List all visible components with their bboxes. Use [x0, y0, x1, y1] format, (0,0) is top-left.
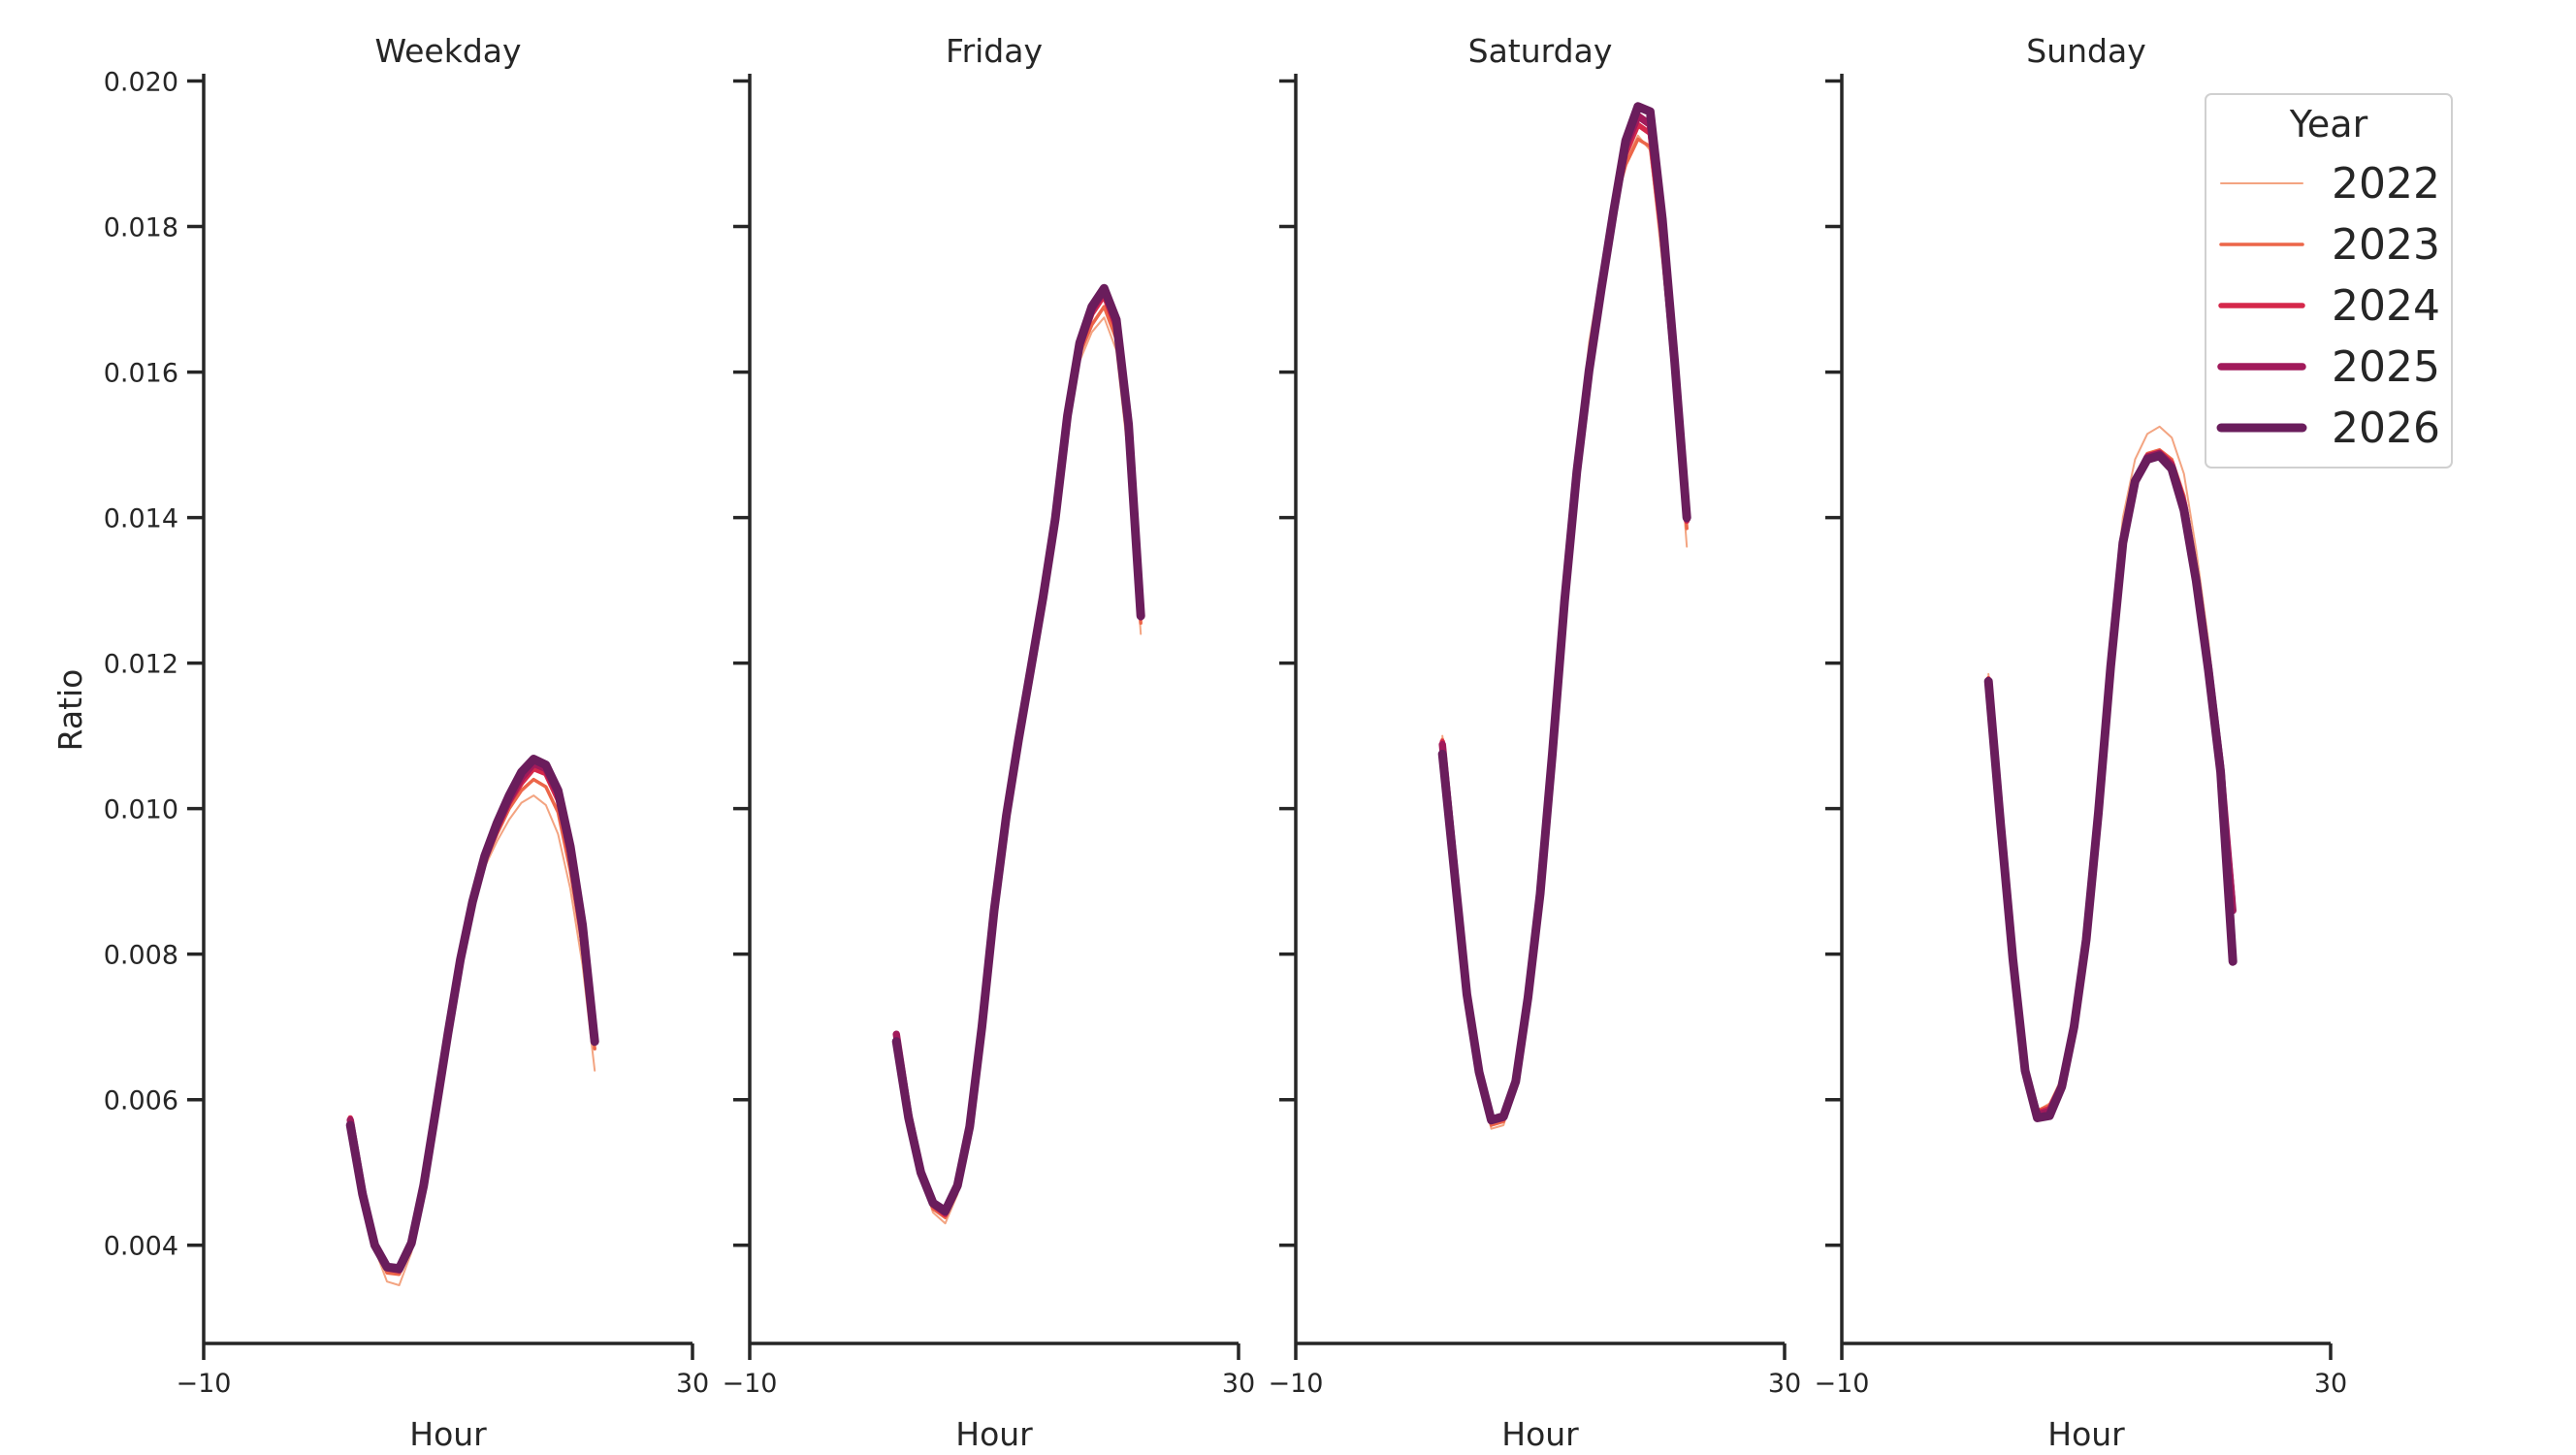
y-tick-label: 0.008: [104, 941, 178, 971]
series-line-weekday-2025: [346, 760, 598, 1274]
series-line-friday-2026: [891, 283, 1145, 1215]
x-tick-label: 30: [1222, 1369, 1255, 1399]
x-tick-label: 30: [2314, 1369, 2347, 1399]
series-line-friday-2022: [895, 316, 1143, 1225]
x-axis-title: Hour: [955, 1415, 1033, 1453]
y-tick-label: 0.006: [104, 1086, 178, 1116]
x-axis-title: Hour: [1501, 1415, 1579, 1453]
x-tick-label: −10: [1815, 1369, 1870, 1399]
legend-title: Year: [2289, 103, 2368, 146]
y-tick-label: 0.018: [104, 213, 178, 243]
legend: Year 2022 2023 2024 2025 2026: [2205, 93, 2453, 469]
series-line-sunday-2022: [1987, 425, 2235, 1112]
panel-title-friday: Friday: [946, 32, 1043, 70]
series-line-sunday-2026: [1983, 451, 2238, 1122]
y-axis-title: Ratio: [51, 669, 89, 752]
panels: Weekday 0.004 0.006 0.008 0.010 0.012 0.014 0.0…: [104, 32, 2347, 1453]
legend-label-2023: 2023: [2332, 220, 2440, 270]
x-tick-label: −10: [177, 1369, 232, 1399]
panel-title-sunday: Sunday: [2026, 32, 2145, 70]
series-line-weekday-2024: [347, 765, 597, 1274]
panel-saturday: Saturday −10 30 Hour: [1269, 32, 1802, 1453]
series-line-saturday-2026: [1437, 102, 1691, 1125]
panel-title-saturday: Saturday: [1468, 32, 1613, 70]
y-tick-label: 0.016: [104, 359, 178, 389]
series-line-weekday-2026: [345, 755, 599, 1274]
y-tick-label: 0.014: [104, 504, 178, 534]
panel-weekday: Weekday 0.004 0.006 0.008 0.010 0.012 0.014 0.0…: [104, 32, 709, 1453]
legend-label-2024: 2024: [2332, 281, 2440, 331]
x-tick-label: 30: [676, 1369, 709, 1399]
series-line-weekday-2023: [348, 777, 596, 1277]
y-tick-label: 0.010: [104, 795, 178, 825]
series-line-weekday-2022: [349, 794, 596, 1286]
x-axis-title: Hour: [409, 1415, 487, 1453]
legend-label-2026: 2026: [2332, 404, 2440, 453]
y-tick-label: 0.012: [104, 650, 178, 680]
y-tick-label: 0.004: [104, 1232, 178, 1262]
panel-friday: Friday −10 30 Hour: [723, 32, 1256, 1453]
legend-box: [2205, 93, 2453, 469]
y-tick-label: 0.020: [104, 68, 178, 98]
x-tick-label: 30: [1768, 1369, 1801, 1399]
x-tick-label: −10: [723, 1369, 778, 1399]
x-axis-title: Hour: [2047, 1415, 2125, 1453]
x-tick-label: −10: [1269, 1369, 1324, 1399]
legend-label-2022: 2022: [2332, 159, 2440, 209]
panel-sunday: Sunday −10 30 Hour: [1815, 32, 2348, 1453]
panel-title-weekday: Weekday: [374, 32, 521, 70]
legend-label-2025: 2025: [2332, 342, 2440, 392]
